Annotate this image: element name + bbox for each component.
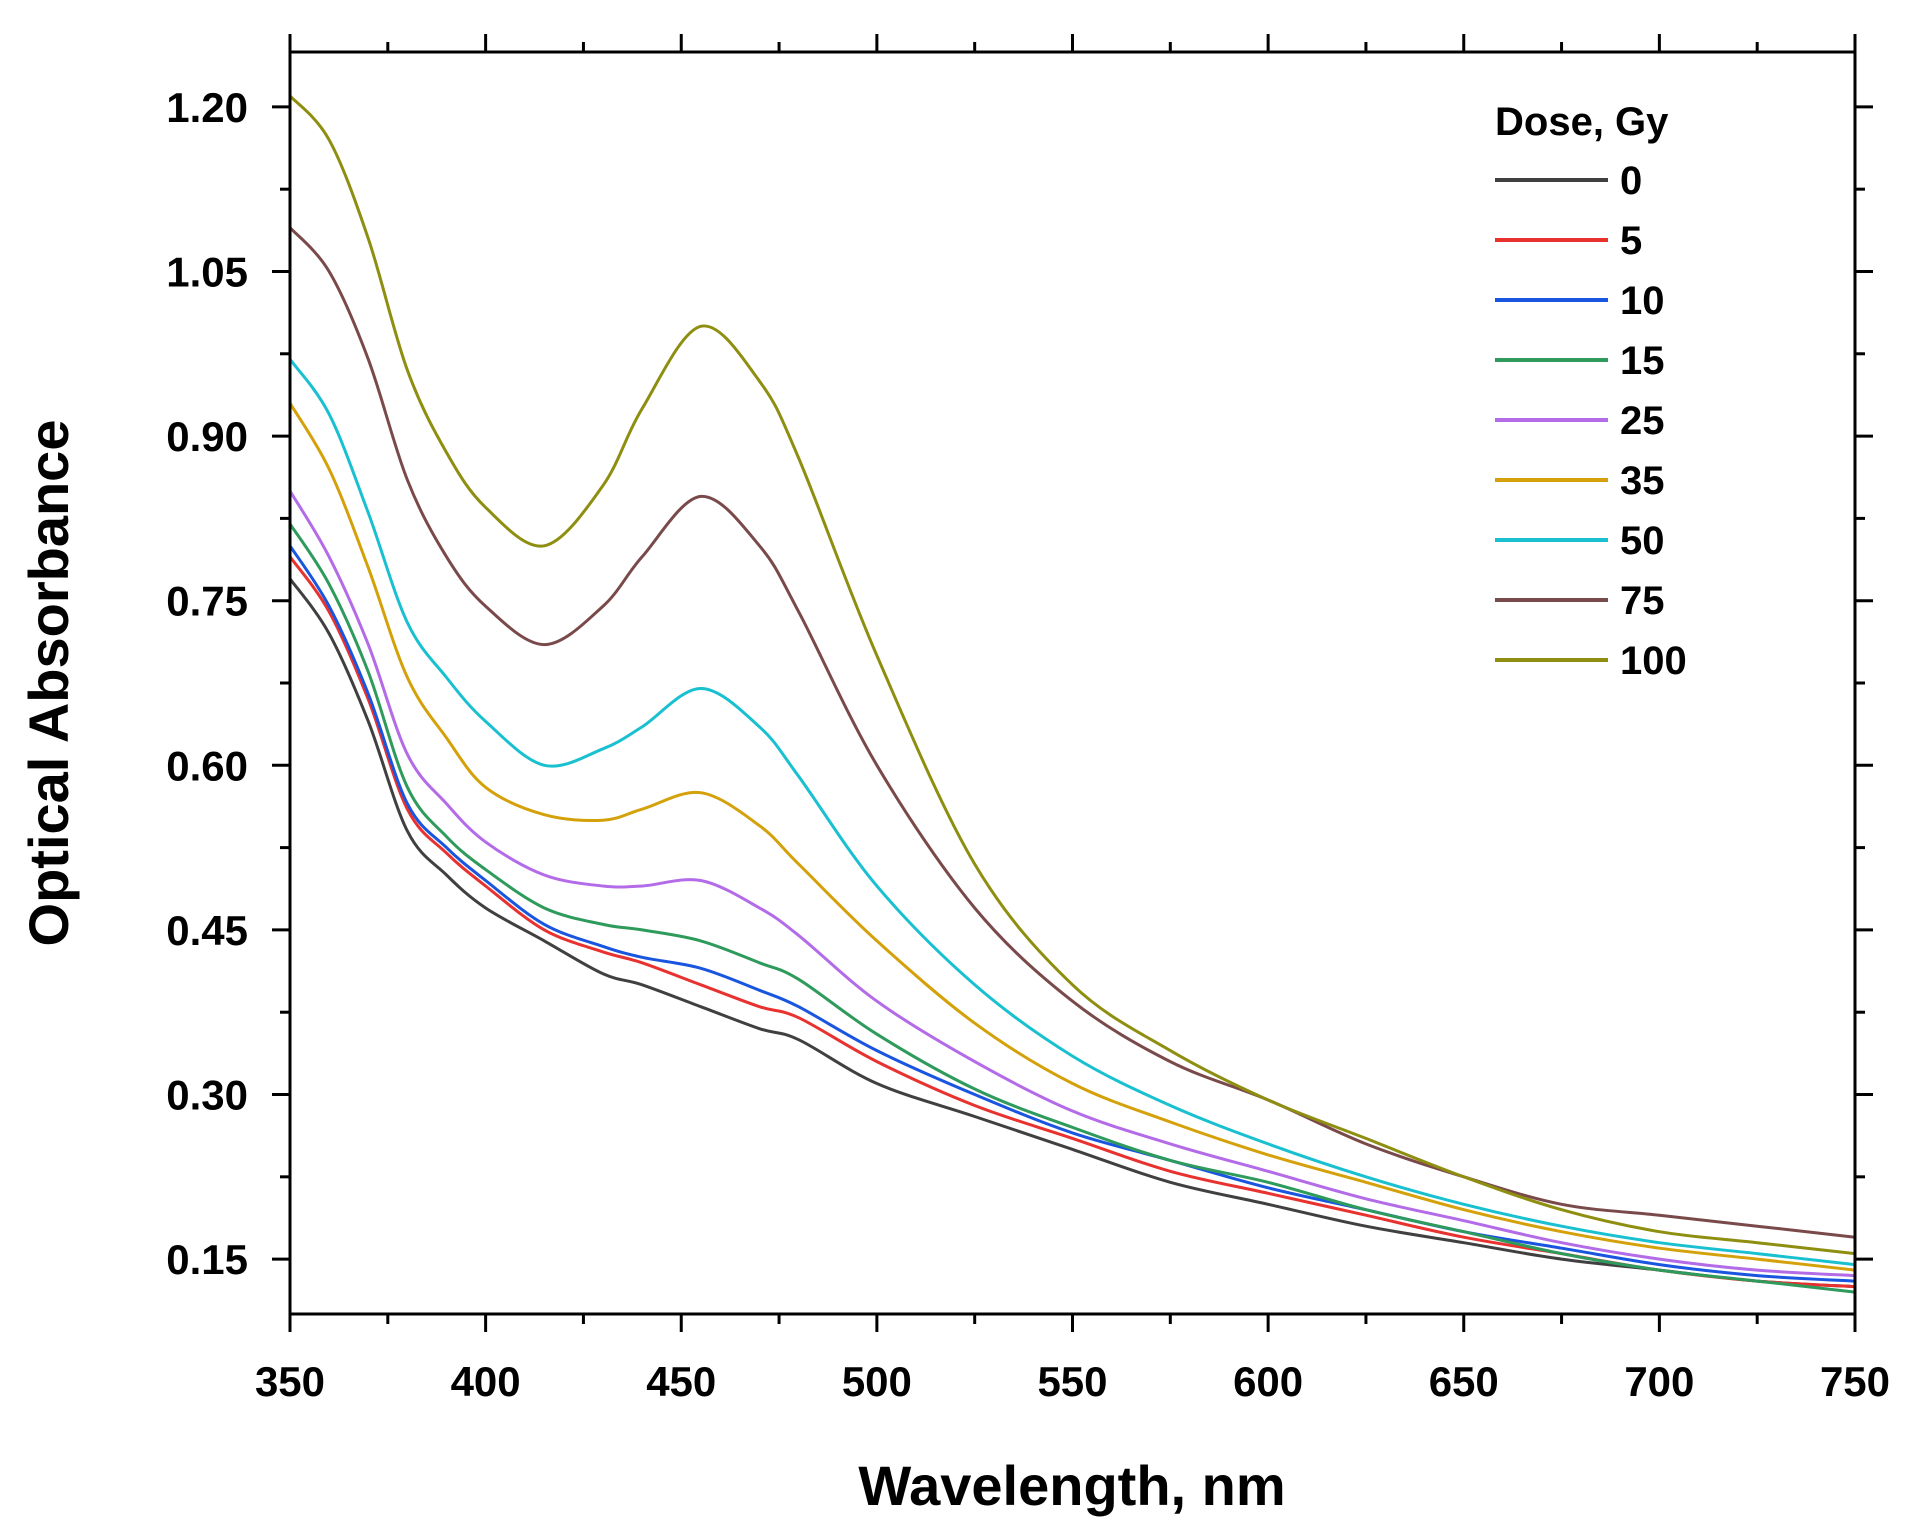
x-tick-label: 400 — [451, 1358, 521, 1405]
legend-title: Dose, Gy — [1495, 100, 1669, 144]
y-tick-label: 0.45 — [166, 907, 248, 954]
x-tick-label: 600 — [1233, 1358, 1303, 1405]
series-line-35 — [288, 401, 1857, 1272]
y-axis-title: Optical Absorbance — [17, 420, 80, 947]
series-lines — [288, 94, 1857, 1294]
y-tick-labels: 0.15 0.30 0.45 0.60 0.75 0.90 1.05 1.20 — [166, 84, 248, 1283]
legend-label-35: 35 — [1620, 459, 1665, 503]
y-tick-label: 1.20 — [166, 84, 248, 131]
series-line-50 — [288, 357, 1857, 1267]
x-tick-labels: 350 400 450 500 550 600 650 700 750 — [255, 1358, 1890, 1405]
legend-label-5: 5 — [1620, 219, 1642, 263]
legend-items: 0 5 10 15 25 35 50 75 100 — [1495, 159, 1687, 683]
x-axis-title: Wavelength, nm — [858, 1454, 1285, 1517]
legend-label-50: 50 — [1620, 519, 1665, 563]
y-tick-label: 0.60 — [166, 742, 248, 789]
legend-label-10: 10 — [1620, 279, 1665, 323]
x-tick-label: 350 — [255, 1358, 325, 1405]
legend-label-25: 25 — [1620, 399, 1665, 443]
series-line-100 — [288, 94, 1857, 1256]
x-tick-label: 500 — [842, 1358, 912, 1405]
legend-label-100: 100 — [1620, 639, 1687, 683]
axis-ticks — [272, 34, 1873, 1332]
series-line-5 — [288, 555, 1857, 1289]
legend: Dose, Gy 0 5 10 15 25 35 50 75 100 — [1495, 100, 1687, 683]
series-line-25 — [288, 489, 1857, 1278]
x-tick-label: 450 — [646, 1358, 716, 1405]
x-tick-label: 650 — [1429, 1358, 1499, 1405]
y-tick-label: 1.05 — [166, 248, 248, 295]
x-tick-label: 550 — [1037, 1358, 1107, 1405]
y-tick-label: 0.15 — [166, 1236, 248, 1283]
series-line-15 — [288, 522, 1857, 1294]
y-tick-label: 0.90 — [166, 413, 248, 460]
legend-label-0: 0 — [1620, 159, 1642, 203]
legend-label-75: 75 — [1620, 579, 1665, 623]
series-line-0 — [288, 577, 1857, 1289]
y-tick-label: 0.75 — [166, 578, 248, 625]
y-tick-label: 0.30 — [166, 1072, 248, 1119]
x-tick-label: 750 — [1820, 1358, 1890, 1405]
legend-label-15: 15 — [1620, 339, 1665, 383]
x-tick-label: 700 — [1624, 1358, 1694, 1405]
series-line-10 — [288, 544, 1857, 1283]
plot-frame — [288, 50, 1857, 1316]
